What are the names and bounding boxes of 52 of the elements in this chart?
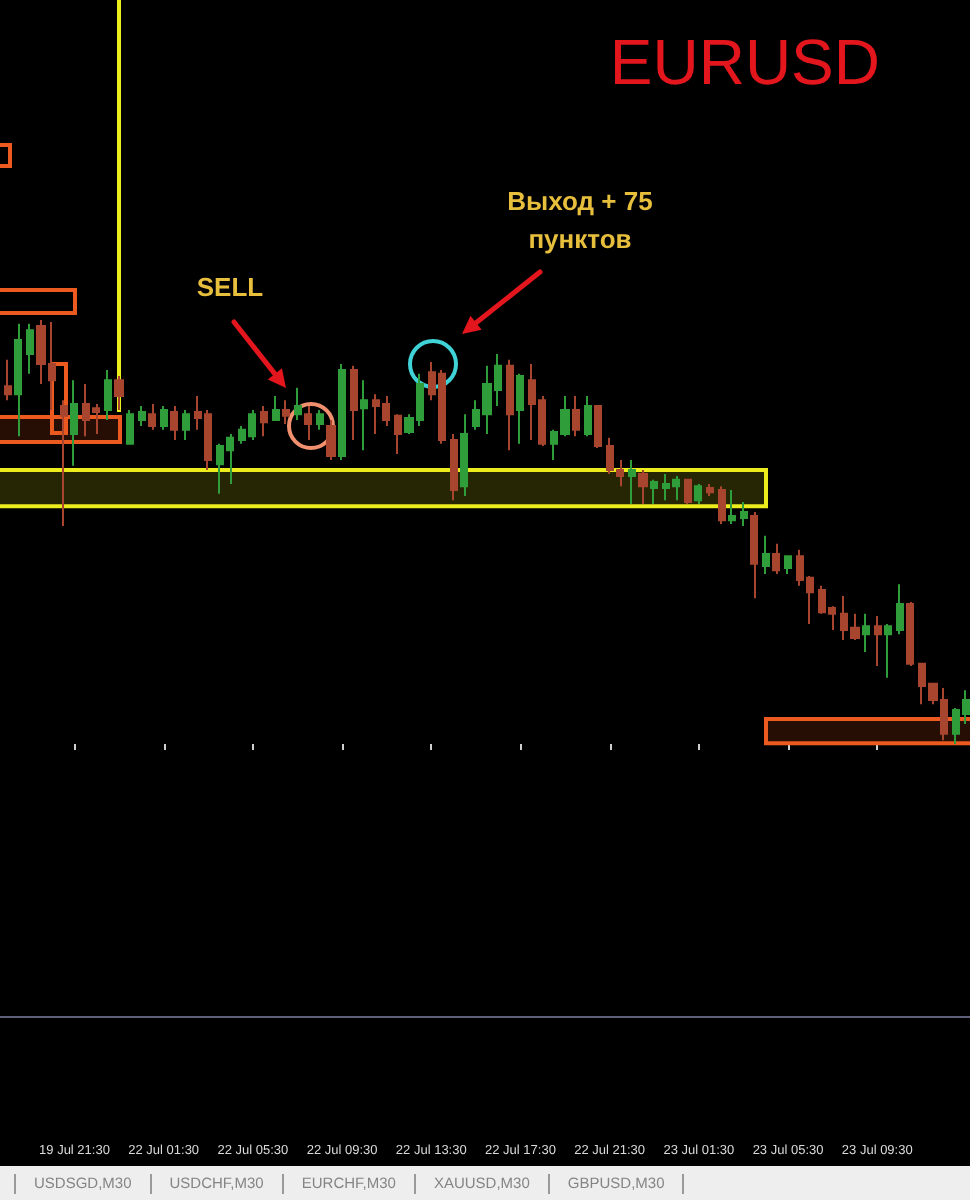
candlestick — [896, 583, 904, 636]
candlestick — [170, 405, 178, 441]
candlestick — [114, 374, 124, 411]
candlestick — [628, 458, 636, 506]
text: SELL — [194, 270, 266, 306]
candlestick — [182, 408, 190, 441]
candlestick — [874, 614, 882, 667]
candlestick — [360, 379, 368, 452]
candlestick — [516, 372, 524, 445]
candlestick — [160, 405, 168, 431]
candlestick — [906, 600, 914, 667]
candlestick — [862, 612, 870, 653]
candlestick — [338, 363, 346, 461]
candlestick — [728, 489, 736, 525]
candlestick — [394, 413, 402, 455]
candlestick — [126, 408, 134, 445]
candlestick — [350, 364, 358, 441]
candlestick — [750, 511, 758, 600]
candlestick — [104, 369, 112, 422]
candlestick — [148, 402, 156, 431]
candlestick — [694, 483, 702, 506]
candlestick — [594, 405, 602, 450]
candlestick — [304, 405, 312, 441]
candlestick — [326, 419, 336, 461]
candlestick — [572, 394, 580, 438]
candlestick — [762, 534, 770, 575]
candlestick — [60, 399, 68, 528]
candlestick — [460, 413, 468, 497]
candlestick — [282, 399, 290, 425]
candlestick — [584, 394, 592, 438]
candlestick — [138, 405, 146, 427]
candlestick — [718, 485, 726, 525]
candlestick — [772, 542, 780, 575]
candlestick — [14, 322, 22, 438]
candlestick — [4, 358, 12, 402]
candlestick — [650, 478, 658, 506]
candlestick — [638, 469, 648, 506]
candlestick — [684, 478, 692, 506]
chart-title: EURUSD — [609, 26, 880, 98]
candlestick — [260, 405, 268, 438]
candlestick — [450, 433, 458, 502]
candlestick — [294, 386, 302, 422]
candlestick — [316, 408, 324, 431]
candlestick — [70, 379, 78, 467]
candlestick — [784, 555, 792, 575]
candlestick — [272, 394, 280, 422]
candlestick — [884, 623, 892, 679]
text: Выход + 75 пунктов — [505, 184, 655, 258]
candlestick — [740, 500, 748, 528]
candlestick — [706, 483, 714, 497]
candlestick — [506, 358, 514, 452]
candlestick — [26, 322, 34, 375]
